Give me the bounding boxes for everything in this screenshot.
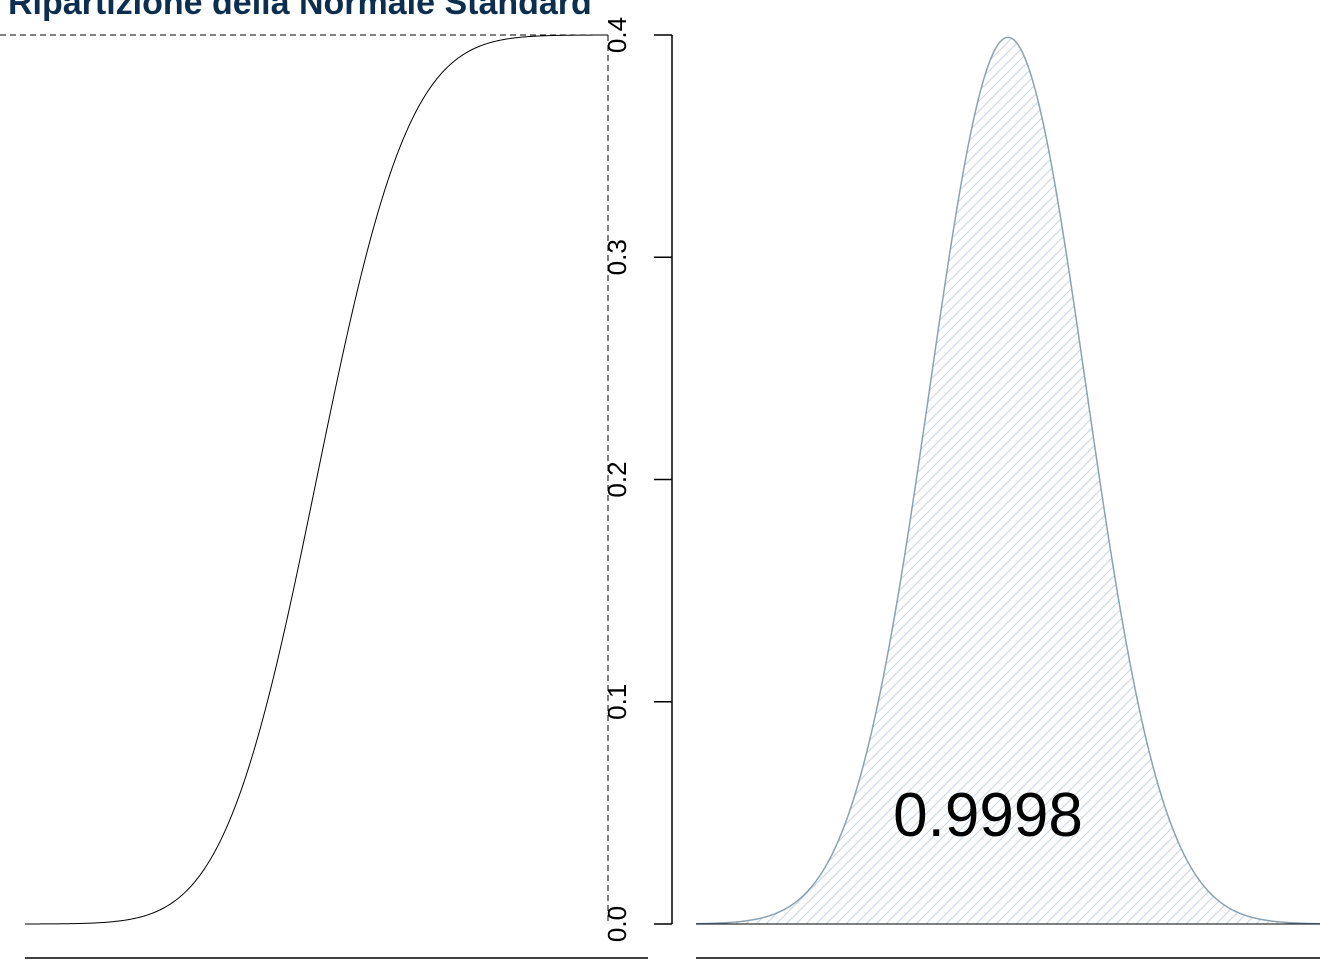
chart-title: Ripartizione della Normale Standard	[8, 0, 592, 22]
y-tick-label: 0.2	[602, 461, 632, 497]
y-tick-label: 0.3	[602, 239, 632, 275]
y-tick-label: 0.1	[602, 684, 632, 720]
pdf-panel: 0.0 0.1 0.2 0.3 0.4 0.9998	[602, 17, 1321, 959]
cdf-curve	[25, 34, 608, 925]
y-tick-label: 0.0	[602, 906, 632, 942]
pdf-shaded-area	[717, 37, 1320, 925]
pdf-curve	[695, 36, 1321, 925]
y-tick-label: 0.4	[602, 17, 632, 53]
area-probability-label: 0.9998	[893, 781, 1083, 850]
pdf-y-ticks: 0.0 0.1 0.2 0.3 0.4	[602, 17, 672, 942]
cdf-panel: Ripartizione della Normale Standard	[0, 0, 648, 959]
